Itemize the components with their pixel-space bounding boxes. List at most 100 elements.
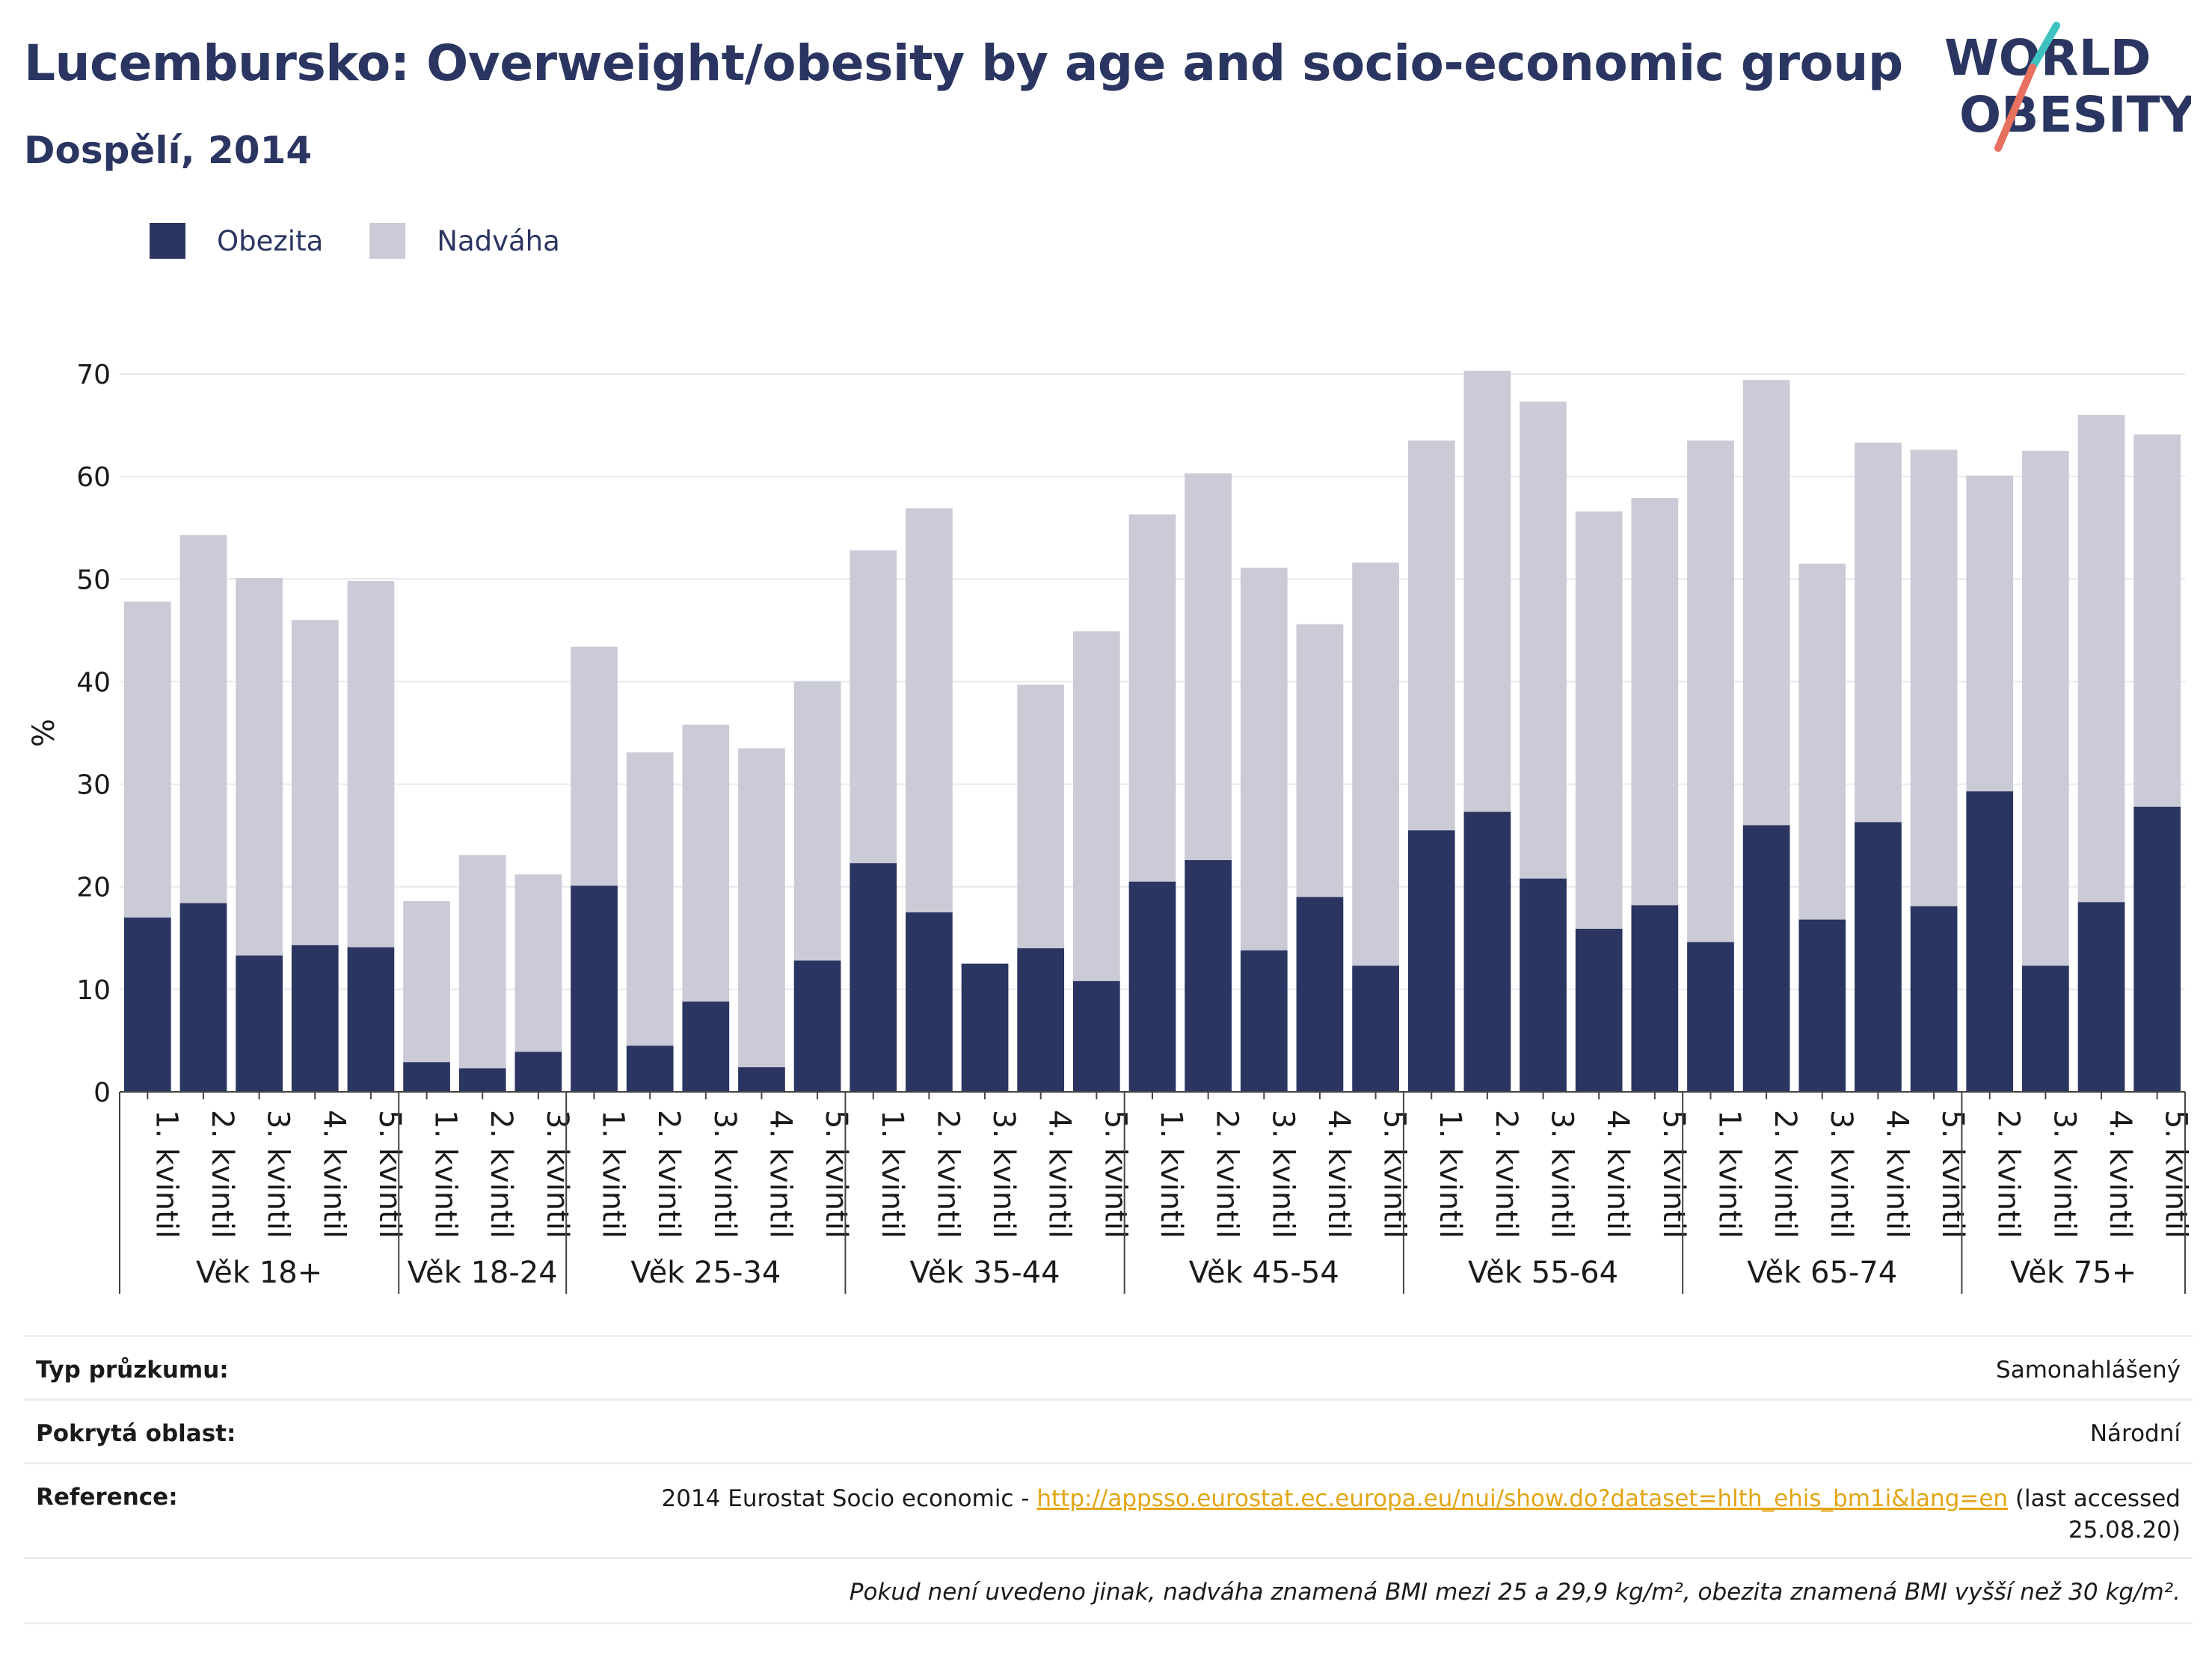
bar-nadvaha (1855, 442, 1902, 823)
bar-nadvaha (571, 646, 618, 886)
legend-label-obezita: Obezita (217, 224, 324, 257)
info-row-reference: Reference: 2014 Eurostat Socio economic … (24, 1462, 2193, 1557)
bar-obezita (1463, 811, 1511, 1092)
bar-obezita (514, 1051, 562, 1092)
definition-note: Pokud není uvedeno jinak, nadváha znamen… (849, 1579, 2181, 1606)
x-category-label: 3. kvintil (261, 1110, 295, 1238)
bar-obezita (1072, 980, 1120, 1092)
group-label: Věk 35-44 (910, 1256, 1060, 1290)
bar-nadvaha (1352, 562, 1399, 966)
x-category-label: 1. kvintil (1154, 1110, 1188, 1238)
bar-obezita (1855, 822, 1902, 1092)
bar-obezita (179, 903, 227, 1092)
bar-obezita (1128, 881, 1176, 1092)
chart-legend: Obezita Nadváha (150, 223, 606, 259)
bar-nadvaha (403, 900, 450, 1063)
survey-label: Typ průzkumu: (36, 1357, 229, 1384)
x-category-label: 5. kvintil (1935, 1110, 1970, 1238)
bar-nadvaha (1575, 511, 1623, 929)
bar-obezita (1240, 950, 1288, 1092)
bar-nadvaha (1240, 568, 1288, 951)
bar-nadvaha (1687, 440, 1734, 942)
bar-obezita (1185, 860, 1232, 1092)
x-category-label: 4. kvintil (1600, 1110, 1635, 1238)
x-category-label: 1. kvintil (428, 1110, 463, 1238)
bar-nadvaha (514, 874, 562, 1052)
bar-nadvaha (2022, 450, 2069, 966)
bar-nadvaha (179, 535, 227, 903)
y-tick-label: 60 (76, 462, 111, 493)
x-category-label: 1. kvintil (596, 1110, 630, 1238)
group-label: Věk 45-54 (1189, 1256, 1339, 1290)
world-obesity-logo: WORLD OBESITY (1944, 22, 2191, 152)
x-category-label: 2. kvintil (484, 1110, 518, 1238)
bar-obezita (1798, 919, 1846, 1092)
x-category-label: 4. kvintil (2103, 1110, 2137, 1238)
x-category-label: 2. kvintil (1489, 1110, 1523, 1238)
x-category-label: 1. kvintil (149, 1110, 183, 1238)
bar-nadvaha (291, 620, 339, 945)
bar-obezita (458, 1068, 506, 1092)
bar-nadvaha (1798, 563, 1846, 920)
x-category-label: 3. kvintil (1545, 1110, 1579, 1238)
legend-swatch-obezita (150, 223, 185, 259)
x-category-label: 1. kvintil (1712, 1110, 1746, 1238)
chart-subtitle: Dospělí, 2014 (24, 129, 313, 172)
x-category-label: 2. kvintil (1768, 1110, 1802, 1238)
x-category-label: 4. kvintil (1321, 1110, 1356, 1238)
bar-nadvaha (1128, 514, 1176, 882)
bar-nadvaha (626, 752, 674, 1046)
bar-obezita (1966, 791, 2014, 1092)
reference-suffix: (last accessed 25.08.20) (2008, 1485, 2181, 1544)
y-tick-label: 40 (76, 667, 111, 698)
y-axis-label: % (27, 719, 61, 747)
bar-obezita (2133, 806, 2181, 1092)
bar-obezita (347, 947, 395, 1092)
x-category-label: 2. kvintil (651, 1110, 686, 1238)
legend-swatch-nadvaha (369, 223, 406, 259)
area-value: Národní (2089, 1420, 2181, 1447)
bar-nadvaha (793, 681, 841, 961)
info-row-note: Pokud není uvedeno jinak, nadváha znamen… (24, 1557, 2193, 1622)
bar-obezita (850, 863, 897, 1092)
logo-slash-teal (2029, 22, 2060, 71)
bar-nadvaha (458, 855, 506, 1069)
bar-obezita (403, 1062, 450, 1092)
logo-line2: OBESITY (1959, 86, 2191, 144)
x-category-label: 3. kvintil (2047, 1110, 2081, 1238)
x-category-label: 5. kvintil (372, 1110, 407, 1238)
bar-obezita (1910, 906, 1958, 1092)
x-category-label: 1. kvintil (875, 1110, 909, 1238)
bar-obezita (1017, 948, 1065, 1092)
bar-nadvaha (1910, 449, 1958, 906)
legend-item-nadvaha[interactable]: Nadváha (369, 223, 560, 259)
bar-obezita (626, 1045, 674, 1092)
bar-obezita (2077, 902, 2125, 1092)
survey-value: Samonahlášený (1996, 1357, 2181, 1384)
bar-obezita (236, 955, 283, 1092)
bar-obezita (571, 885, 618, 1092)
x-category-label: 2. kvintil (1991, 1110, 2026, 1238)
bar-obezita (1296, 897, 1344, 1092)
bar-obezita (1407, 830, 1455, 1092)
bar-obezita (682, 1001, 730, 1092)
reference-link[interactable]: http://appsso.eurostat.ec.europa.eu/nui/… (1036, 1485, 2009, 1512)
x-category-label: 1. kvintil (1433, 1110, 1467, 1238)
y-tick-label: 70 (76, 360, 111, 390)
legend-label-nadvaha: Nadváha (437, 224, 560, 257)
bar-nadvaha (850, 550, 897, 864)
legend-item-obezita[interactable]: Obezita (150, 223, 323, 259)
y-tick-label: 50 (76, 565, 111, 595)
bar-nadvaha (1742, 380, 1790, 826)
bar-obezita (2022, 965, 2069, 1092)
bar-obezita (1742, 825, 1790, 1092)
area-label: Pokrytá oblast: (36, 1420, 236, 1447)
bar-nadvaha (236, 577, 283, 956)
bar-nadvaha (1631, 497, 1679, 906)
logo-slash-coral (1994, 64, 2036, 152)
x-category-label: 2. kvintil (1210, 1110, 1244, 1238)
bar-obezita (738, 1067, 785, 1092)
bar-nadvaha (1520, 402, 1567, 879)
info-table: Typ průzkumu: Samonahlášený Pokrytá obla… (24, 1335, 2193, 1624)
chart-title: Lucembursko: Overweight/obesity by age a… (24, 34, 1903, 92)
